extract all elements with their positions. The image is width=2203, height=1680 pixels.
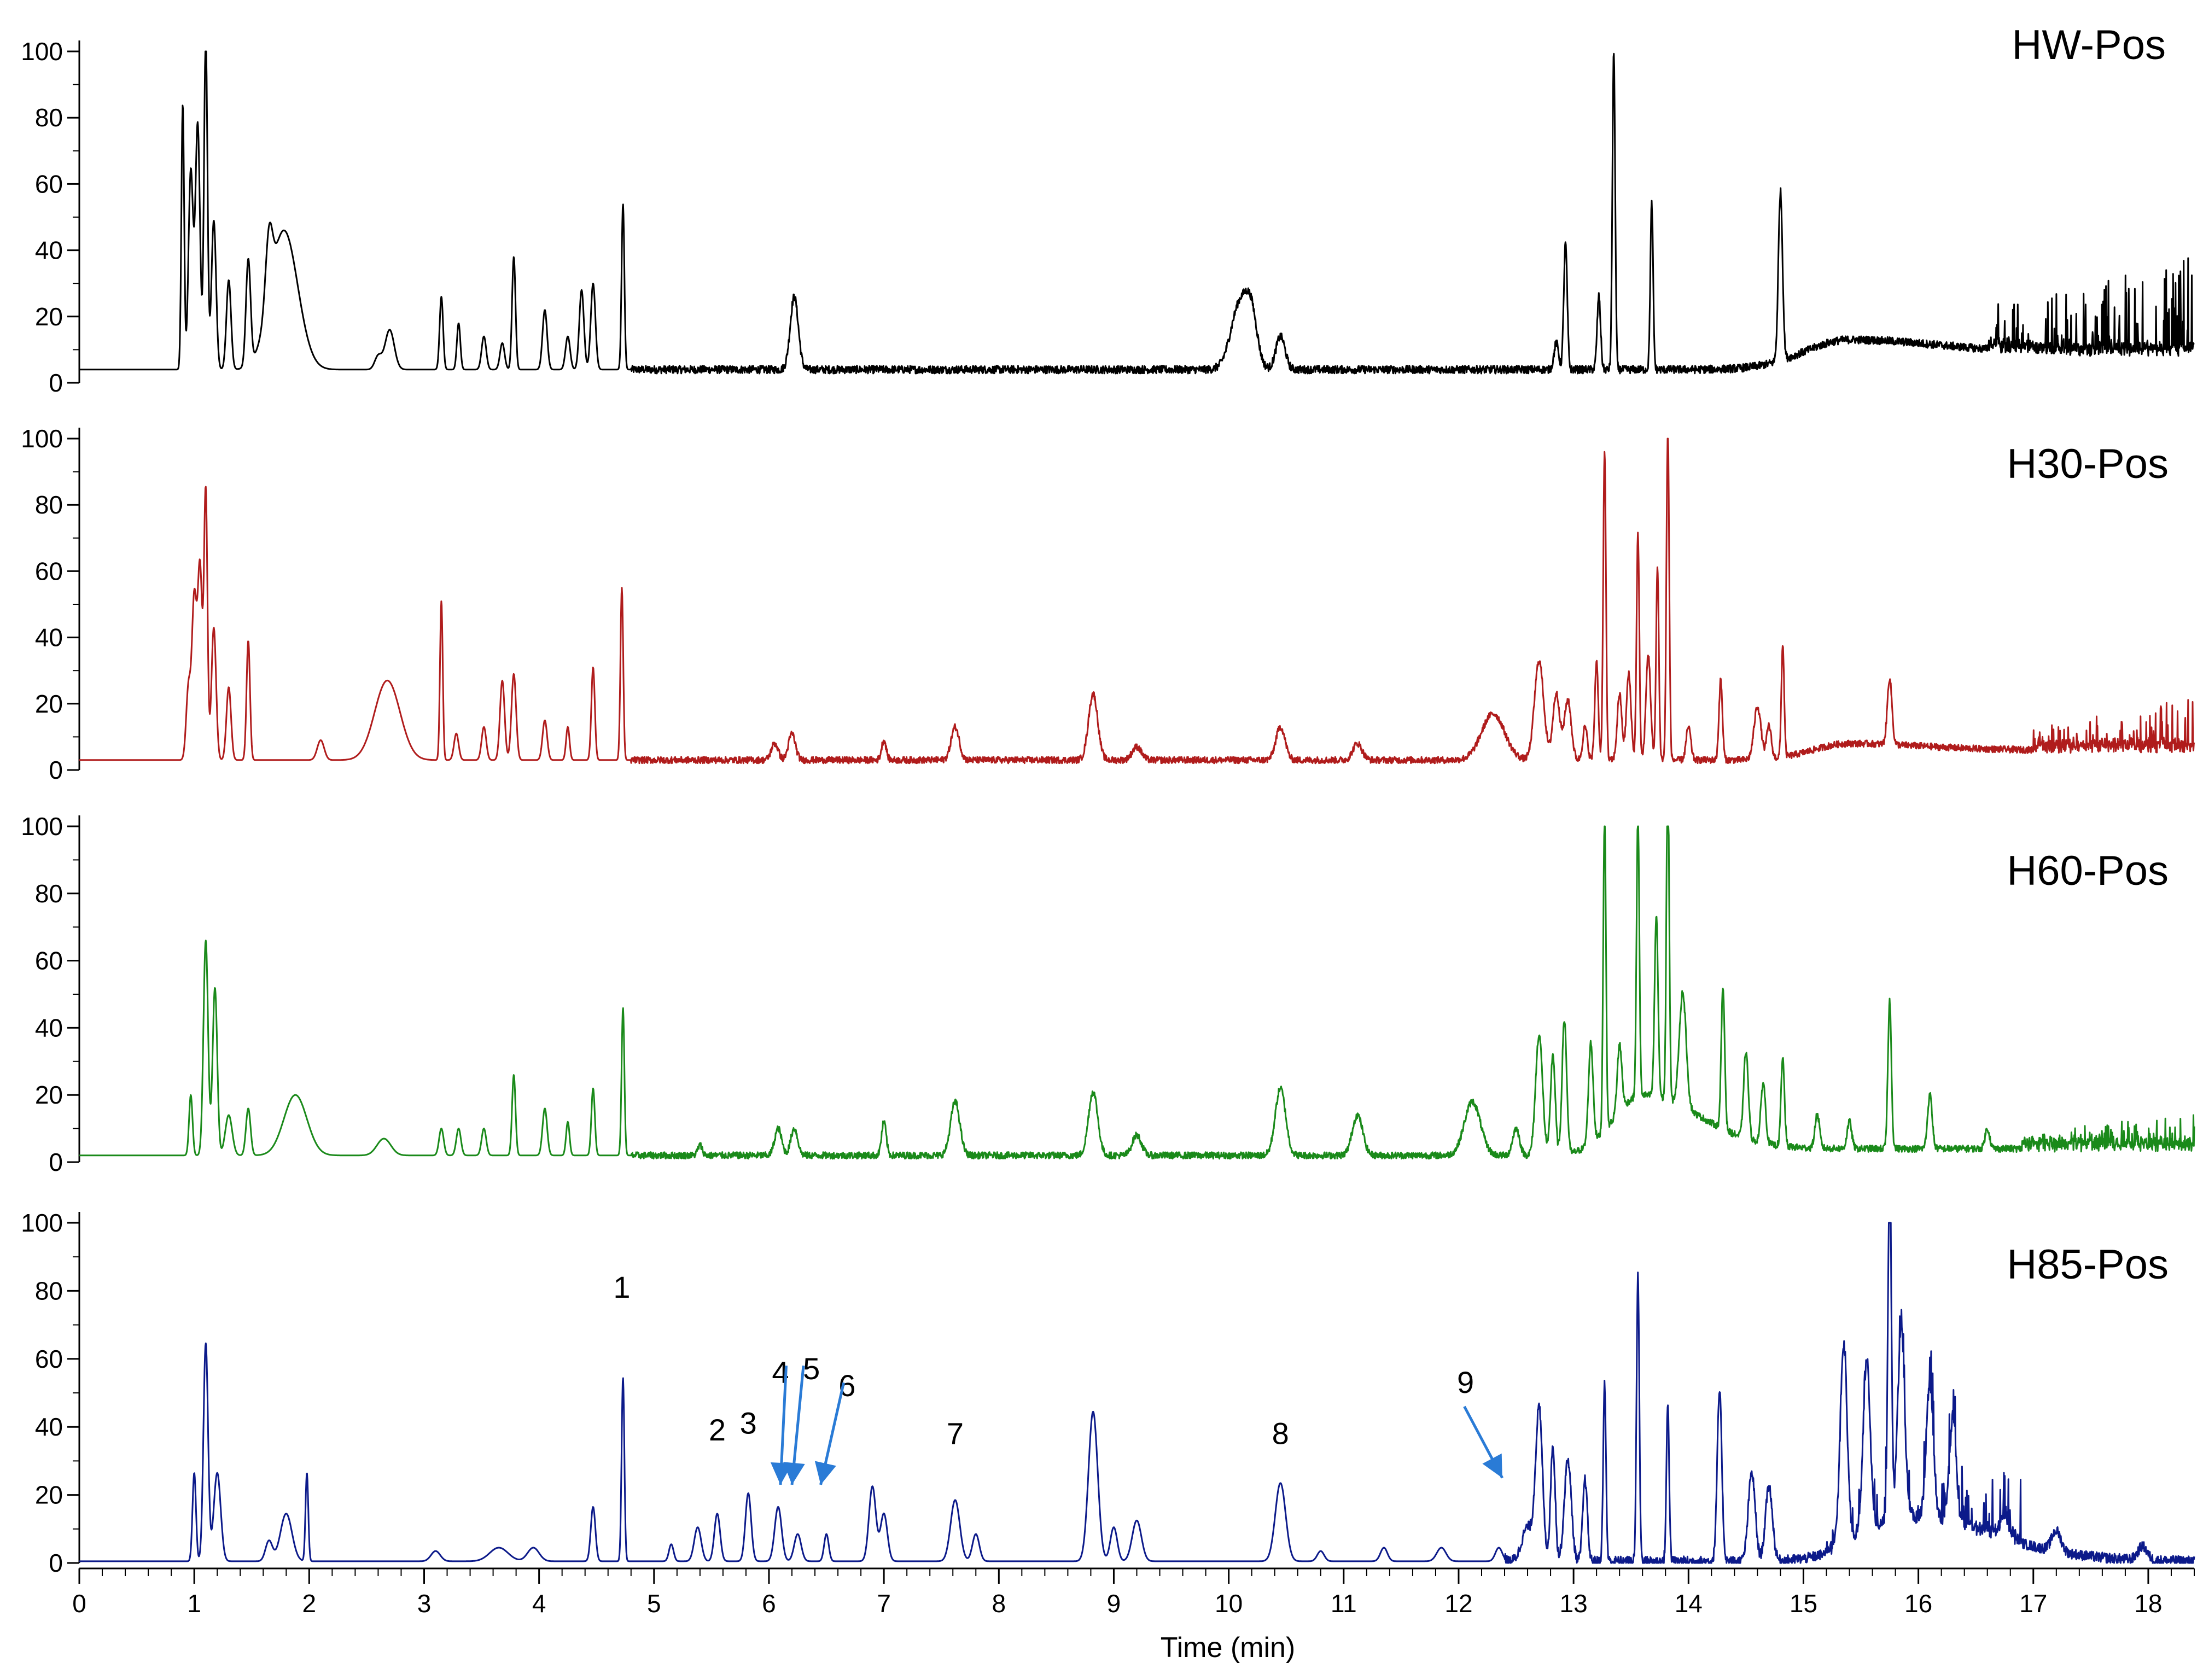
y-tick-label: 0: [49, 369, 63, 397]
panel-label: H60-Pos: [2007, 848, 2169, 894]
x-tick-label: 3: [417, 1589, 432, 1618]
x-tick-label: 12: [1444, 1589, 1472, 1618]
annotation-arrowhead: [814, 1461, 836, 1485]
y-tick-label: 0: [49, 756, 63, 784]
annotation-arrowhead: [783, 1462, 805, 1485]
y-tick-label: 20: [35, 302, 63, 331]
x-axis-label: Time (min): [1161, 1632, 1296, 1664]
panel-hw-pos: 0 20 40 60 80 100 HW-Pos: [21, 22, 2195, 397]
peak-annotation: 3: [740, 1406, 757, 1440]
panel-label: H30-Pos: [2007, 441, 2169, 487]
y-tick-label: 20: [35, 690, 63, 718]
y-tick-label: 100: [21, 812, 63, 841]
y-tick-label: 60: [35, 557, 63, 585]
panel-h60-pos: 0 20 40 60 80 100 H60-Pos: [21, 812, 2195, 1176]
x-tick-label: 16: [1904, 1589, 1932, 1618]
y-tick-label: 40: [35, 236, 63, 265]
series-trace-h85-pos: [79, 1222, 2195, 1564]
y-tick-label: 60: [35, 1345, 63, 1373]
annotation-arrowhead: [1482, 1453, 1502, 1478]
x-tick-label: 6: [762, 1589, 776, 1618]
series-trace-h30-pos: [79, 438, 2195, 765]
y-tick-label: 0: [49, 1148, 63, 1176]
x-tick-label: 0: [72, 1589, 86, 1618]
peak-annotation: 5: [803, 1351, 820, 1386]
x-tick-label: 9: [1107, 1589, 1121, 1618]
y-tick-label: 100: [21, 37, 63, 66]
y-tick-label: 60: [35, 947, 63, 975]
peak-annotation: 1: [613, 1270, 630, 1304]
x-tick-label: 11: [1331, 1589, 1357, 1618]
x-tick-label: 8: [992, 1589, 1006, 1618]
peak-annotation: 7: [947, 1416, 964, 1450]
panel-label: H85-Pos: [2007, 1241, 2169, 1288]
panel-h30-pos: 0 20 40 60 80 100 H30-Pos: [21, 424, 2195, 784]
x-tick-label: 10: [1215, 1589, 1243, 1618]
peak-annotation: 9: [1457, 1365, 1474, 1399]
x-tick-label: 4: [532, 1589, 546, 1618]
y-tick-label: 60: [35, 170, 63, 198]
y-tick-label: 20: [35, 1481, 63, 1509]
x-tick-label: 15: [1790, 1589, 1817, 1618]
x-tick-label: 5: [647, 1589, 661, 1618]
x-tick-label: 14: [1675, 1589, 1703, 1618]
y-tick-label: 100: [21, 424, 63, 453]
peak-annotation: 2: [709, 1413, 726, 1447]
x-tick-label: 13: [1560, 1589, 1588, 1618]
y-tick-label: 100: [21, 1209, 63, 1237]
x-tick-label: 1: [187, 1589, 201, 1618]
x-tick-label: 18: [2134, 1589, 2162, 1618]
x-axis: 0 1 2 3 4 5 6 7 8 9 10 11 12 13 14 15 16 17 18: [72, 1567, 2195, 1618]
series-trace-hw-pos: [79, 50, 2195, 375]
x-tick-label: 2: [302, 1589, 317, 1618]
x-tick-label: 17: [2019, 1589, 2047, 1618]
y-tick-label: 40: [35, 1413, 63, 1441]
x-tick-label: 7: [877, 1589, 891, 1618]
y-tick-label: 20: [35, 1081, 63, 1109]
y-tick-label: 80: [35, 1276, 63, 1305]
series-trace-h60-pos: [79, 825, 2195, 1160]
y-tick-label: 80: [35, 103, 63, 132]
y-tick-label: 0: [49, 1549, 63, 1577]
y-tick-label: 80: [35, 491, 63, 519]
y-tick-label: 40: [35, 623, 63, 652]
y-tick-label: 80: [35, 879, 63, 908]
peak-annotation: 8: [1272, 1416, 1289, 1450]
y-tick-label: 40: [35, 1013, 63, 1042]
panel-label: HW-Pos: [2012, 22, 2166, 68]
